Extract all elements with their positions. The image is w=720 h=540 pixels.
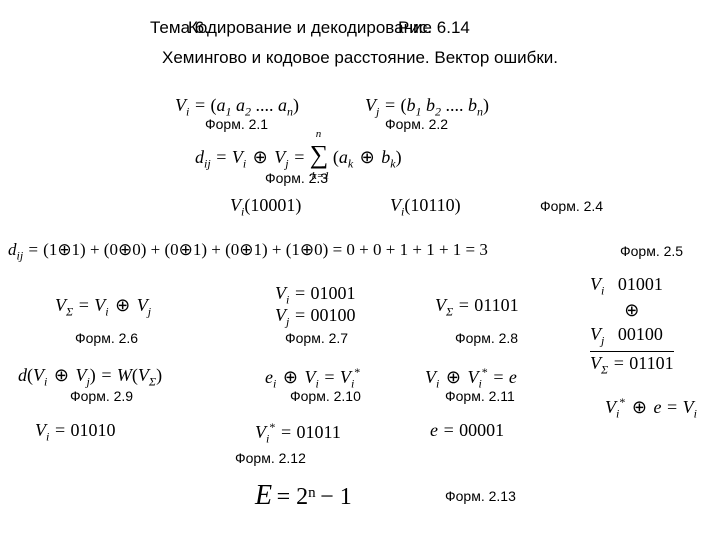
formula-right-extra: Vi* ⊕ e = Vi: [605, 395, 697, 422]
formula-2-8: VΣ = 01101: [435, 295, 519, 320]
label-2-2: Форм. 2.2: [385, 116, 448, 132]
label-2-13: Форм. 2.13: [445, 488, 516, 504]
label-2-6: Форм. 2.6: [75, 330, 138, 346]
formula-2-4a: Vi(10001): [230, 195, 301, 220]
label-2-7: Форм. 2.7: [285, 330, 348, 346]
formula-2-13: E = 2n − 1: [255, 480, 352, 512]
label-2-10: Форм. 2.10: [290, 388, 361, 404]
formula-2-9: d(Vi ⊕ Vj) = W(VΣ): [18, 365, 162, 390]
formula-2-3: dij = Vi ⊕ Vj = ∑nk=1 (ak ⊕ bk): [195, 140, 402, 172]
formula-2-6: VΣ = Vi ⊕ Vj: [55, 295, 151, 320]
formula-2-12b: Vi* = 01011: [255, 420, 341, 447]
main-title: Кодирование и декодирование: [188, 18, 432, 38]
label-2-3: Форм. 2.3: [265, 170, 328, 186]
label-2-12: Форм. 2.12: [235, 450, 306, 466]
label-2-4: Форм. 2.4: [540, 198, 603, 214]
ris-text: Рис. 6.14: [398, 18, 470, 38]
label-2-11: Форм. 2.11: [445, 388, 515, 404]
label-2-1: Форм. 2.1: [205, 116, 268, 132]
formula-2-7a: Vi = 01001: [275, 283, 356, 308]
formula-2-5: dij = (1⊕1) + (0⊕0) + (0⊕1) + (0⊕1) + (1…: [8, 240, 488, 263]
formula-2-12c: e = 00001: [430, 420, 504, 441]
formula-2-4b: Vi(10110): [390, 195, 461, 220]
label-2-8: Форм. 2.8: [455, 330, 518, 346]
label-2-5: Форм. 2.5: [620, 243, 683, 259]
formula-2-7b: Vj = 00100: [275, 305, 356, 330]
formula-2-12a: Vi = 01010: [35, 420, 116, 445]
col-addition: Vi 01001 ⊕ Vj 00100 VΣ = 01101: [590, 273, 674, 378]
label-2-9: Форм. 2.9: [70, 388, 133, 404]
subtitle: Хемингово и кодовое расстояние. Вектор о…: [0, 48, 720, 68]
